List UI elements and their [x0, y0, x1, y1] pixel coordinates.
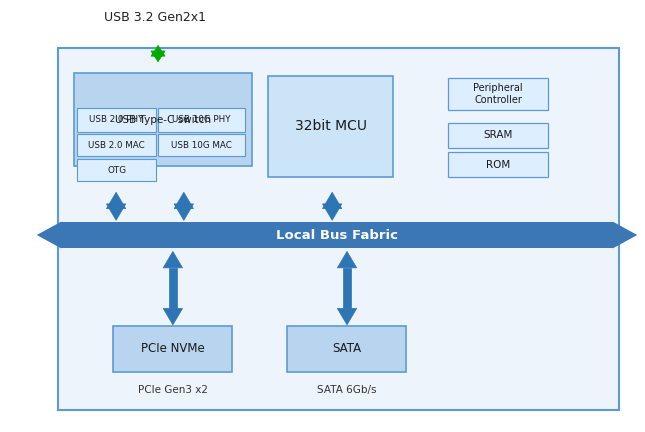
FancyBboxPatch shape: [61, 222, 613, 248]
Polygon shape: [328, 204, 337, 209]
Polygon shape: [106, 192, 126, 209]
FancyBboxPatch shape: [158, 108, 245, 132]
Text: SRAM: SRAM: [484, 130, 513, 140]
Polygon shape: [174, 192, 194, 209]
FancyBboxPatch shape: [77, 108, 156, 132]
Text: SATA: SATA: [332, 342, 361, 356]
Polygon shape: [151, 51, 165, 62]
Polygon shape: [112, 204, 120, 209]
Polygon shape: [179, 204, 188, 209]
Polygon shape: [174, 204, 194, 220]
FancyBboxPatch shape: [77, 159, 156, 181]
Text: USB 3.2 Gen2x1: USB 3.2 Gen2x1: [104, 11, 206, 24]
Polygon shape: [163, 308, 183, 325]
FancyBboxPatch shape: [448, 123, 548, 148]
Polygon shape: [613, 222, 637, 248]
Text: USB 10G MAC: USB 10G MAC: [171, 141, 232, 149]
FancyBboxPatch shape: [58, 48, 619, 410]
Polygon shape: [155, 51, 161, 56]
Polygon shape: [322, 192, 342, 209]
FancyBboxPatch shape: [448, 78, 548, 110]
FancyBboxPatch shape: [77, 134, 156, 156]
Text: USB 2.0 PHY: USB 2.0 PHY: [90, 115, 144, 124]
Polygon shape: [151, 45, 165, 56]
Polygon shape: [163, 251, 183, 268]
FancyBboxPatch shape: [268, 76, 393, 177]
Text: Peripheral
Controller: Peripheral Controller: [473, 83, 523, 105]
Text: PCIe Gen3 x2: PCIe Gen3 x2: [137, 384, 208, 395]
FancyBboxPatch shape: [158, 134, 245, 156]
FancyBboxPatch shape: [287, 326, 406, 372]
FancyBboxPatch shape: [113, 326, 232, 372]
FancyBboxPatch shape: [74, 73, 252, 166]
Text: 32bit MCU: 32bit MCU: [295, 119, 366, 133]
Polygon shape: [106, 204, 126, 220]
Polygon shape: [322, 204, 342, 220]
Polygon shape: [169, 268, 177, 308]
Text: OTG: OTG: [107, 166, 126, 175]
FancyBboxPatch shape: [448, 152, 548, 177]
Text: USB Type-C switch: USB Type-C switch: [115, 115, 211, 125]
Text: USB 2.0 MAC: USB 2.0 MAC: [88, 141, 145, 149]
Polygon shape: [343, 268, 351, 308]
Polygon shape: [37, 222, 61, 248]
Polygon shape: [337, 251, 357, 268]
Text: USB 10G PHY: USB 10G PHY: [172, 115, 231, 124]
Text: PCIe NVMe: PCIe NVMe: [141, 342, 204, 356]
Text: Local Bus Fabric: Local Bus Fabric: [276, 229, 398, 241]
Text: ROM: ROM: [486, 160, 510, 170]
Text: SATA 6Gb/s: SATA 6Gb/s: [317, 384, 377, 395]
Polygon shape: [337, 308, 357, 325]
